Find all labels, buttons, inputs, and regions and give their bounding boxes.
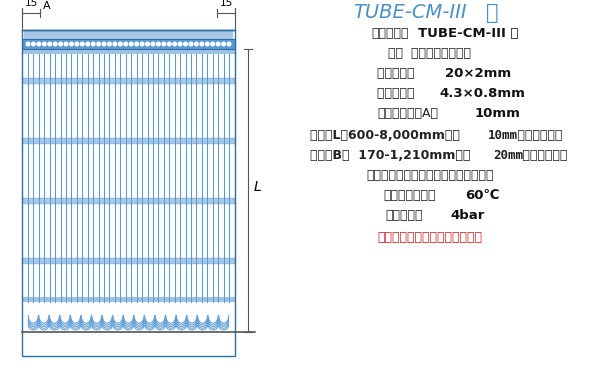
Text: 使用快速接头中间连接的多种连接方式: 使用快速接头中间连接的多种连接方式 <box>366 169 494 182</box>
Text: 15: 15 <box>220 0 233 8</box>
Bar <box>22 30 235 356</box>
Text: 产品型号：: 产品型号： <box>371 27 409 40</box>
Circle shape <box>222 42 226 46</box>
Circle shape <box>53 42 57 46</box>
Text: 15: 15 <box>25 0 38 8</box>
Circle shape <box>217 42 220 46</box>
Circle shape <box>113 42 117 46</box>
Circle shape <box>80 42 84 46</box>
Text: 允许热水温度：: 允许热水温度： <box>384 189 436 202</box>
Circle shape <box>211 42 215 46</box>
Circle shape <box>86 42 89 46</box>
Circle shape <box>157 42 160 46</box>
Circle shape <box>37 42 41 46</box>
Text: 集水管直径: 集水管直径 <box>377 67 423 80</box>
Circle shape <box>140 42 144 46</box>
Text: 为单位长度）: 为单位长度） <box>518 149 568 162</box>
Circle shape <box>184 42 187 46</box>
Circle shape <box>173 42 176 46</box>
Circle shape <box>146 42 149 46</box>
Text: 10mm: 10mm <box>488 129 518 142</box>
Circle shape <box>178 42 182 46</box>
Bar <box>22 198 235 204</box>
Text: 材料  聚丙烯无规共聚物: 材料 聚丙烯无规共聚物 <box>389 47 472 60</box>
Circle shape <box>200 42 203 46</box>
Circle shape <box>43 42 46 46</box>
Text: 适用区域：地面加热或塑料吊顶: 适用区域：地面加热或塑料吊顶 <box>377 231 482 244</box>
Text: 20×2mm: 20×2mm <box>445 67 511 80</box>
Circle shape <box>75 42 79 46</box>
Circle shape <box>162 42 166 46</box>
Circle shape <box>107 42 111 46</box>
Bar <box>22 39 235 49</box>
Text: 毛细管间距（A）: 毛细管间距（A） <box>377 107 439 120</box>
Bar <box>22 138 235 144</box>
Text: 工作压力：: 工作压力： <box>385 209 423 222</box>
Text: TUBE-CM-III: TUBE-CM-III <box>353 3 467 22</box>
Text: L: L <box>254 180 262 194</box>
Circle shape <box>151 42 155 46</box>
Text: TUBE-CM-III 型: TUBE-CM-III 型 <box>418 27 518 40</box>
Circle shape <box>167 42 171 46</box>
Text: 毛细管直径: 毛细管直径 <box>377 87 423 100</box>
Circle shape <box>102 42 106 46</box>
Circle shape <box>70 42 73 46</box>
Text: A: A <box>43 1 50 11</box>
Circle shape <box>32 42 35 46</box>
Bar <box>22 297 235 302</box>
Text: 型: 型 <box>486 3 498 23</box>
Bar <box>24 30 233 42</box>
Circle shape <box>205 42 209 46</box>
Bar <box>22 78 235 84</box>
Circle shape <box>227 42 231 46</box>
Circle shape <box>26 42 30 46</box>
Circle shape <box>64 42 68 46</box>
Text: 4.3×0.8mm: 4.3×0.8mm <box>439 87 525 100</box>
Text: 60℃: 60℃ <box>465 189 499 202</box>
Circle shape <box>48 42 52 46</box>
Bar <box>22 258 235 264</box>
Text: 为单位长度）: 为单位长度） <box>513 129 562 142</box>
Circle shape <box>124 42 128 46</box>
Circle shape <box>97 42 100 46</box>
Circle shape <box>130 42 133 46</box>
Circle shape <box>135 42 139 46</box>
Circle shape <box>91 42 95 46</box>
Circle shape <box>119 42 122 46</box>
Bar <box>22 49 235 54</box>
Circle shape <box>189 42 193 46</box>
Text: 20mm: 20mm <box>493 149 523 162</box>
Circle shape <box>59 42 62 46</box>
Text: 10mm: 10mm <box>475 107 521 120</box>
Text: 宽度（B）  170-1,210mm（以: 宽度（B） 170-1,210mm（以 <box>310 149 475 162</box>
Text: 4bar: 4bar <box>451 209 485 222</box>
Text: 长度（L）600-8,000mm（以: 长度（L）600-8,000mm（以 <box>310 129 464 142</box>
Circle shape <box>194 42 198 46</box>
